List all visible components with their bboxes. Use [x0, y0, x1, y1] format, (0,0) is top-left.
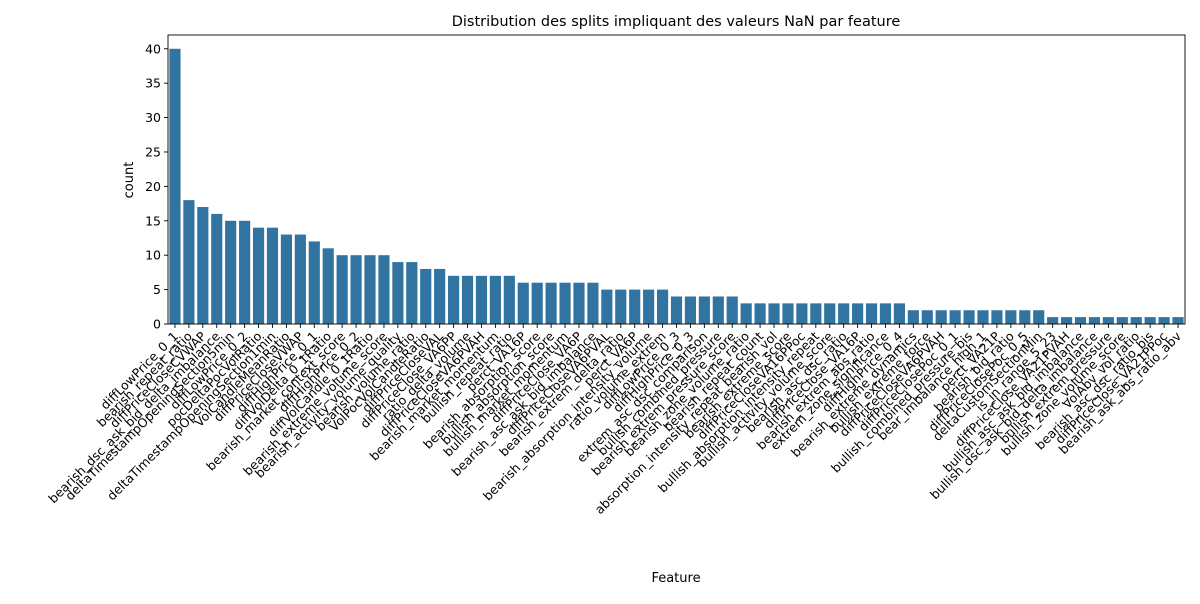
bar [768, 303, 780, 324]
bar [197, 207, 209, 324]
bar [434, 268, 446, 324]
bar [239, 220, 251, 324]
bar [517, 282, 529, 324]
bar [322, 248, 334, 324]
bar [1088, 317, 1101, 324]
bar [392, 262, 404, 324]
bar [1172, 317, 1184, 324]
bar [754, 303, 766, 324]
chart-title: Distribution des splits impliquant des v… [452, 14, 901, 30]
bar [461, 275, 474, 324]
bar [350, 255, 362, 324]
bar [893, 303, 905, 324]
bar [559, 282, 571, 324]
bar [1047, 317, 1059, 324]
bars-layer [169, 48, 1184, 324]
bar [601, 289, 613, 324]
bar [420, 268, 432, 324]
bar [865, 303, 878, 324]
bar [378, 255, 390, 324]
bar [629, 289, 641, 324]
y-tick-label: 0 [153, 317, 161, 332]
y-tick-label: 40 [145, 41, 161, 56]
y-tick-label: 25 [145, 144, 161, 159]
bar [1061, 317, 1073, 324]
x-axis-label: Feature [651, 571, 700, 586]
bar [406, 262, 418, 324]
bar [657, 289, 669, 324]
bar [587, 282, 599, 324]
bar [1033, 310, 1045, 324]
bar [1019, 310, 1031, 324]
bar [782, 303, 794, 324]
bar [810, 303, 822, 324]
bar [949, 310, 961, 324]
bar [991, 310, 1003, 324]
bar [879, 303, 892, 324]
y-tick-label: 20 [145, 179, 161, 194]
bar [503, 275, 515, 324]
y-tick-label: 35 [145, 76, 161, 91]
bar [935, 310, 947, 324]
bar [475, 275, 488, 324]
bar [1130, 317, 1142, 324]
y-tick-label: 15 [145, 213, 161, 228]
bar [1102, 317, 1114, 324]
bar [838, 303, 850, 324]
bar [670, 296, 683, 324]
bar [963, 310, 975, 324]
bar [1005, 310, 1017, 324]
y-tick-label: 5 [153, 282, 161, 297]
bar [364, 255, 376, 324]
bar [280, 234, 292, 324]
y-tick-label: 10 [145, 248, 161, 263]
bar [907, 310, 919, 324]
bar [169, 48, 181, 324]
bar [294, 234, 306, 324]
bar [489, 275, 501, 324]
bar [545, 282, 557, 324]
bar [698, 296, 710, 324]
bar [531, 282, 543, 324]
bar [740, 303, 752, 324]
bar [726, 296, 738, 324]
bar [712, 296, 724, 324]
bar [684, 296, 697, 324]
bar [1158, 317, 1170, 324]
bar [643, 289, 655, 324]
bar [1144, 317, 1156, 324]
bar [1116, 317, 1128, 324]
bar [852, 303, 864, 324]
bar [1074, 317, 1087, 324]
bar [308, 241, 320, 324]
bar [615, 289, 627, 324]
bar [796, 303, 808, 324]
bar [448, 275, 460, 324]
bar [211, 213, 223, 324]
bar [573, 282, 585, 324]
y-tick-label: 30 [145, 110, 161, 125]
bar [977, 310, 989, 324]
y-axis-label: count [122, 162, 137, 199]
bar [183, 200, 195, 324]
bar [225, 220, 237, 324]
bar [252, 227, 265, 324]
bar [336, 255, 348, 324]
bar [266, 227, 279, 324]
bar [824, 303, 836, 324]
bar [921, 310, 933, 324]
